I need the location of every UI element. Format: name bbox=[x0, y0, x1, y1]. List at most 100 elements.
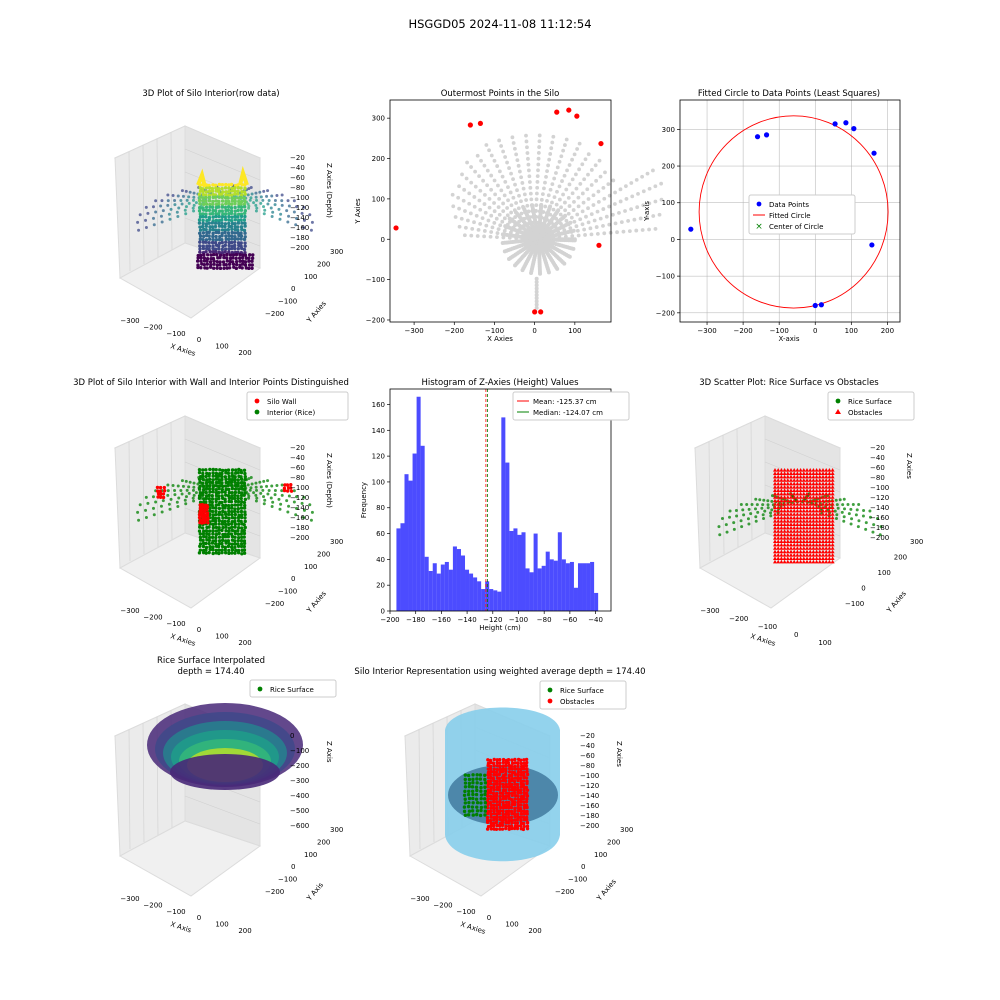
scan-point bbox=[567, 182, 572, 187]
obstacle-point bbox=[801, 539, 806, 543]
obstacle-point bbox=[779, 529, 784, 533]
data-point bbox=[201, 240, 206, 244]
scan-point bbox=[583, 233, 587, 237]
data-point bbox=[489, 775, 493, 780]
data-point bbox=[233, 205, 237, 210]
z-tick-label: −60 bbox=[870, 464, 885, 472]
data-point bbox=[229, 240, 234, 245]
data-point bbox=[224, 528, 228, 533]
scan-point bbox=[586, 172, 590, 177]
data-point bbox=[718, 533, 722, 537]
data-point bbox=[192, 485, 196, 489]
y-tick-label: 300 bbox=[620, 826, 633, 834]
scan-point bbox=[611, 178, 616, 183]
data-point bbox=[766, 499, 770, 503]
z-tick-label: −600 bbox=[290, 822, 309, 830]
outermost-point bbox=[598, 140, 604, 147]
data-point bbox=[483, 777, 487, 782]
data-point bbox=[506, 794, 511, 798]
data-point bbox=[201, 484, 206, 489]
data-point bbox=[233, 221, 237, 226]
data-point bbox=[138, 213, 142, 217]
scan-point bbox=[557, 197, 562, 202]
data-point bbox=[198, 500, 203, 504]
obstacle-point bbox=[785, 522, 790, 526]
data-point bbox=[503, 815, 508, 820]
obstacle-point bbox=[827, 522, 832, 526]
data-point bbox=[210, 205, 215, 210]
y-tick-label: 100 bbox=[372, 478, 385, 486]
obstacle-point bbox=[824, 478, 829, 482]
data-point bbox=[223, 230, 227, 235]
obstacle-point bbox=[792, 559, 797, 564]
histogram-bar bbox=[541, 565, 546, 611]
scan-point bbox=[563, 213, 568, 218]
data-point bbox=[501, 812, 505, 816]
data-point bbox=[230, 490, 234, 495]
data-point bbox=[254, 195, 258, 199]
data-point bbox=[516, 778, 520, 783]
data-point bbox=[156, 495, 160, 499]
data-point bbox=[227, 551, 231, 556]
data-point bbox=[214, 214, 218, 219]
z-tick-label: −500 bbox=[290, 807, 309, 815]
y-tick-label: 100 bbox=[594, 851, 607, 859]
x-tick-label: 0 bbox=[487, 914, 491, 922]
data-point bbox=[202, 510, 207, 514]
data-point bbox=[136, 510, 140, 514]
data-point bbox=[243, 525, 247, 530]
data-point bbox=[475, 801, 480, 805]
obstacle-point bbox=[792, 481, 797, 486]
scan-point bbox=[534, 203, 539, 208]
data-point bbox=[236, 215, 240, 219]
data-point bbox=[834, 498, 838, 502]
data-point bbox=[466, 813, 471, 817]
obstacle-point bbox=[827, 536, 832, 540]
scan-point bbox=[477, 174, 481, 179]
data-point bbox=[840, 510, 844, 514]
data-point bbox=[187, 195, 191, 199]
data-point bbox=[467, 777, 472, 782]
data-point bbox=[217, 512, 221, 517]
obstacle-point bbox=[814, 546, 819, 550]
obstacle-point bbox=[795, 559, 800, 564]
data-point bbox=[152, 223, 156, 227]
data-point bbox=[478, 773, 483, 777]
data-point bbox=[471, 801, 475, 805]
data-point bbox=[181, 484, 185, 488]
data-point bbox=[525, 824, 530, 828]
data-point bbox=[233, 218, 238, 222]
obstacle-point bbox=[808, 498, 813, 503]
obstacle-point bbox=[795, 474, 800, 479]
data-point bbox=[509, 764, 514, 768]
obstacle-point bbox=[824, 553, 829, 557]
data-point bbox=[483, 789, 487, 793]
y-tick-label: 60 bbox=[376, 530, 385, 538]
scan-point bbox=[569, 215, 574, 220]
data-point bbox=[214, 509, 218, 514]
data-point bbox=[176, 194, 180, 198]
data-point bbox=[242, 522, 246, 527]
scan-point bbox=[539, 197, 544, 202]
data-point bbox=[488, 782, 493, 786]
scan-point bbox=[634, 177, 639, 182]
histogram-bar bbox=[477, 581, 482, 611]
obstacle-point bbox=[789, 508, 793, 513]
x-tick-label: 0 bbox=[813, 327, 817, 335]
z-tick-label: −120 bbox=[870, 494, 889, 502]
data-point bbox=[501, 803, 506, 807]
obstacle-point bbox=[789, 546, 793, 550]
y-tick-label: 300 bbox=[910, 538, 923, 546]
data-point bbox=[251, 253, 255, 257]
scan-point bbox=[623, 209, 627, 213]
scan-point bbox=[513, 215, 518, 219]
z-axis-label: Z Axies (Depth) bbox=[325, 453, 333, 508]
data-point bbox=[204, 193, 208, 197]
scan-point bbox=[647, 201, 652, 206]
obstacle-point bbox=[792, 532, 797, 537]
obstacle-point bbox=[773, 498, 777, 503]
data-point bbox=[197, 477, 202, 481]
obstacle-point bbox=[821, 512, 825, 516]
z-tick-label: −60 bbox=[580, 752, 595, 760]
z-tick-label: −200 bbox=[290, 244, 309, 252]
